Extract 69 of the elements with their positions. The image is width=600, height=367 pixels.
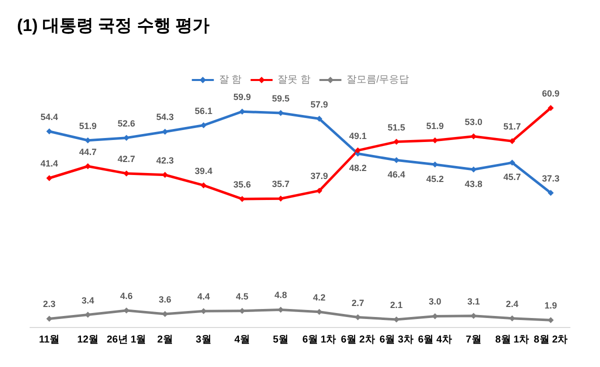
data-label: 2.4 — [506, 298, 518, 309]
data-label: 54.4 — [40, 112, 58, 122]
data-label: 45.7 — [503, 172, 521, 182]
data-label: 2.7 — [352, 298, 364, 308]
x-tick-label: 6월 4차 — [418, 334, 452, 346]
data-label: 4.2 — [313, 292, 326, 302]
point — [46, 175, 52, 182]
data-label: 56.1 — [194, 106, 212, 116]
data-label: 41.4 — [40, 158, 58, 169]
point — [200, 122, 207, 128]
legend-label: 잘못 함 — [278, 74, 310, 86]
data-label: 57.9 — [310, 99, 328, 110]
data-label: 51.7 — [503, 122, 521, 132]
x-tick-label: 5월 — [272, 334, 288, 346]
data-label: 1.9 — [544, 300, 557, 311]
chart-title: (1) 대통령 국정 수행 평가 — [17, 16, 210, 35]
x-tick-label: 12월 — [77, 334, 98, 346]
data-label: 35.6 — [233, 179, 251, 190]
data-label: 45.2 — [426, 174, 444, 184]
data-label: 54.3 — [156, 112, 174, 122]
data-label: 35.7 — [272, 179, 290, 190]
data-label: 3.6 — [158, 294, 172, 305]
x-tick-label: 3월 — [196, 334, 212, 346]
data-label: 2.1 — [390, 300, 403, 310]
data-label: 51.5 — [388, 122, 406, 132]
x-tick-label: 8월 1차 — [495, 334, 530, 346]
data-label: 59.9 — [233, 92, 251, 102]
legend-label: 잘 함 — [218, 74, 242, 86]
x-tick-label: 2월 — [157, 334, 173, 346]
data-label: 51.9 — [426, 120, 444, 131]
point — [548, 105, 554, 111]
data-label: 4.8 — [274, 290, 287, 300]
data-label: 42.3 — [156, 155, 174, 166]
point — [200, 182, 207, 188]
data-label: 3.1 — [467, 296, 480, 306]
x-tick-label: 6월 3차 — [379, 334, 414, 346]
data-label: 37.3 — [542, 173, 560, 184]
x-tick-label: 4월 — [234, 334, 250, 346]
point — [46, 128, 52, 134]
legend-label: 잘모름/무응답 — [346, 74, 410, 86]
point — [548, 190, 554, 196]
x-tick-label: 6월 2차 — [340, 334, 375, 346]
point — [162, 128, 168, 135]
data-label: 4.5 — [236, 291, 248, 302]
data-label: 59.5 — [272, 94, 290, 104]
x-tick-label: 8월 2차 — [534, 334, 568, 346]
x-tick-label: 7월 — [466, 334, 482, 346]
data-label: 2.3 — [43, 299, 56, 310]
data-label: 60.9 — [542, 88, 560, 98]
data-label: 49.1 — [349, 130, 367, 141]
data-label: 42.7 — [118, 154, 136, 164]
data-label: 52.6 — [118, 118, 136, 128]
data-label: 53.0 — [464, 116, 482, 127]
data-label: 39.4 — [194, 166, 212, 176]
data-label: 43.8 — [464, 178, 482, 189]
data-label: 44.7 — [79, 146, 97, 157]
x-tick-label: 26년 1월 — [106, 334, 146, 346]
x-tick-label: 11월 — [38, 334, 60, 346]
x-tick-label: 6월 1차 — [302, 334, 336, 346]
data-label: 37.9 — [310, 171, 328, 182]
data-label: 46.4 — [388, 170, 406, 180]
data-label: 4.4 — [197, 292, 210, 302]
data-label: 3.4 — [82, 295, 94, 306]
data-label: 4.6 — [120, 290, 133, 301]
data-label: 48.2 — [349, 163, 367, 174]
point — [354, 147, 361, 154]
point — [509, 160, 516, 166]
data-label: 51.9 — [79, 120, 97, 131]
data-label: 3.0 — [428, 296, 442, 307]
